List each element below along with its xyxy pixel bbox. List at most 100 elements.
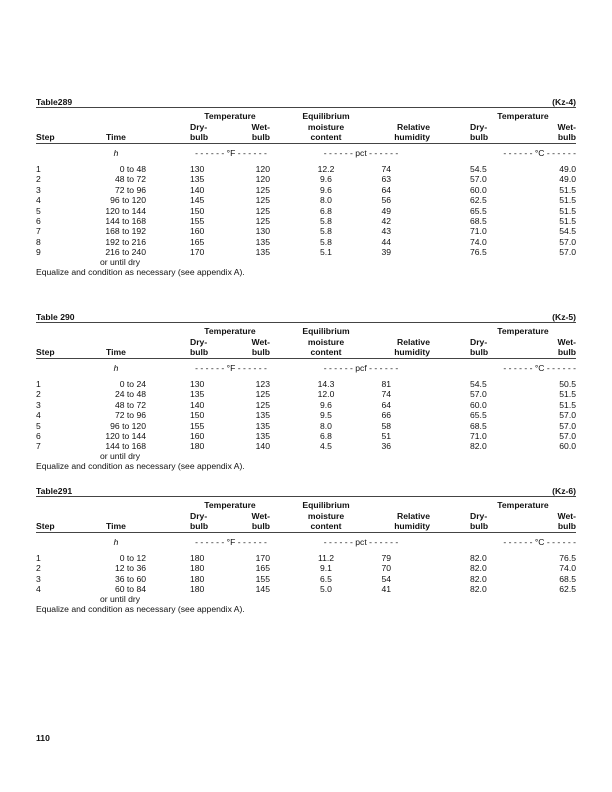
table-cell: 150 [190, 410, 205, 421]
header-dry-bulb-f: bulb [190, 521, 209, 531]
table-cell: 135 [190, 389, 205, 400]
header-wet-c: Wet- [557, 337, 576, 347]
table-cell: 125 [255, 399, 270, 410]
table-cell: 120 [255, 164, 270, 174]
table-cell: 74.0 [470, 236, 487, 247]
unit-fahrenheit: - - - - - - °F - - - - - - [195, 363, 267, 373]
table-cell: 71.0 [470, 431, 487, 441]
header-humidity: humidity [394, 132, 430, 142]
header-content: content [310, 521, 342, 531]
header-wet-bulb-f: bulb [251, 521, 270, 531]
data-table: Table289 (Kz-4) Temperature Dry-bulb Wet-bul… [36, 97, 576, 287]
table-cell: 130 [190, 379, 205, 389]
table-cell: 2 [36, 174, 41, 185]
table-title: Table291 [36, 486, 73, 496]
table-cell: 168 to 192 [105, 226, 146, 237]
until-dry-note: or until dry [99, 257, 141, 268]
header-step: Step [36, 132, 55, 142]
table-cell: 54.5 [470, 164, 487, 174]
unit-percent: - - - - - - pct - - - - - - [323, 148, 399, 158]
table-cell: 123 [255, 379, 270, 389]
table-cell: 57.0 [470, 174, 487, 185]
table-cell: 4 [36, 584, 41, 595]
table-cell: 125 [255, 389, 270, 400]
table-cell: 160 [190, 226, 205, 237]
table-cell: 6.8 [320, 431, 332, 441]
table-cell: 57.0 [559, 431, 576, 441]
table-cell: 2 [36, 389, 41, 400]
table-cell: 24 to 48 [114, 389, 146, 400]
header-dry-f: Dry- [190, 511, 208, 521]
table-cell: 192 to 216 [105, 236, 146, 247]
table-cell: 51 [381, 431, 391, 441]
table-cell: 135 [255, 410, 270, 421]
table-cell: 125 [255, 205, 270, 216]
table-cell: 74 [381, 164, 391, 174]
table-cell: 9.1 [320, 563, 332, 574]
table-cell: 57.0 [559, 420, 576, 431]
table-cell: 48 to 72 [114, 174, 146, 185]
table-cell: 58 [381, 420, 391, 431]
header-temperature-f: Temperature [204, 111, 256, 121]
header-equilibrium: Equilibrium [302, 500, 350, 510]
unit-time: h [113, 363, 119, 373]
table-cell: 57.0 [559, 247, 576, 258]
table-cell: 1 [36, 164, 41, 174]
header-content: content [310, 347, 342, 357]
table-cell: 130 [255, 226, 270, 237]
table-cell: 54.5 [470, 379, 487, 389]
header-relative: Relative [397, 122, 430, 132]
header-dry-bulb-f: bulb [190, 132, 209, 142]
table-cell: 36 [381, 441, 391, 452]
table-cell: 81 [381, 379, 391, 389]
table-cell: 82.0 [470, 584, 487, 595]
table-cell: 125 [255, 195, 270, 206]
table-cell: 7 [36, 226, 41, 237]
table-cell: 6 [36, 431, 41, 441]
table-cell: 145 [190, 195, 205, 206]
table-cell: 72 to 96 [114, 184, 146, 195]
table-cell: 155 [255, 573, 270, 584]
table-cell: 5.8 [320, 216, 332, 226]
table-cell: 8 [36, 236, 41, 247]
header-dry-bulb-c: bulb [470, 521, 489, 531]
table-cell: 96 to 120 [110, 420, 146, 431]
table-cell: 145 [255, 584, 270, 595]
table-cell: 48 to 72 [114, 399, 146, 410]
unit-time: h [113, 537, 119, 547]
header-relative: Relative [397, 337, 430, 347]
table-cell: 54.5 [559, 226, 576, 237]
table-cell: 5.0 [320, 584, 332, 595]
table-cell: 68.5 [470, 420, 487, 431]
header-wet-f: Wet- [251, 122, 270, 132]
table-cell: 14.3 [317, 379, 335, 389]
table-cell: 76.5 [559, 553, 576, 563]
table-cell: 79 [381, 553, 391, 563]
table-cell: 6.8 [320, 205, 332, 216]
table-cell: 6.5 [320, 573, 332, 584]
table-cell: 82.0 [470, 573, 487, 584]
table-cell: 4 [36, 195, 41, 206]
table-cell: 63 [381, 174, 391, 185]
table-cell: 8.0 [320, 195, 332, 206]
unit-fahrenheit: - - - - - - °F - - - - - - [195, 537, 267, 547]
table-cell: 54 [381, 573, 391, 584]
table-cell: 43 [381, 226, 391, 237]
table-cell: 57.0 [470, 389, 487, 400]
table-cell: 12 to 36 [114, 563, 146, 574]
header-wet-bulb-c: bulb [557, 347, 576, 357]
table-cell: 66 [381, 410, 391, 421]
table-cell: 2 [36, 563, 41, 574]
footnote: Equalize and condition as necessary (see… [36, 604, 245, 615]
table-cell: 11.2 [317, 553, 335, 563]
header-wet-c: Wet- [557, 511, 576, 521]
table-title: Table289 [36, 97, 73, 107]
until-dry-note: or until dry [99, 451, 141, 462]
table-cell: 71.0 [470, 226, 487, 237]
table-cell: 165 [190, 236, 205, 247]
header-wet-f: Wet- [251, 511, 270, 521]
table-cell: 72 to 96 [114, 410, 146, 421]
header-time: Time [106, 132, 126, 142]
table-cell: 74.0 [559, 563, 576, 574]
table-cell: 49 [381, 205, 391, 216]
